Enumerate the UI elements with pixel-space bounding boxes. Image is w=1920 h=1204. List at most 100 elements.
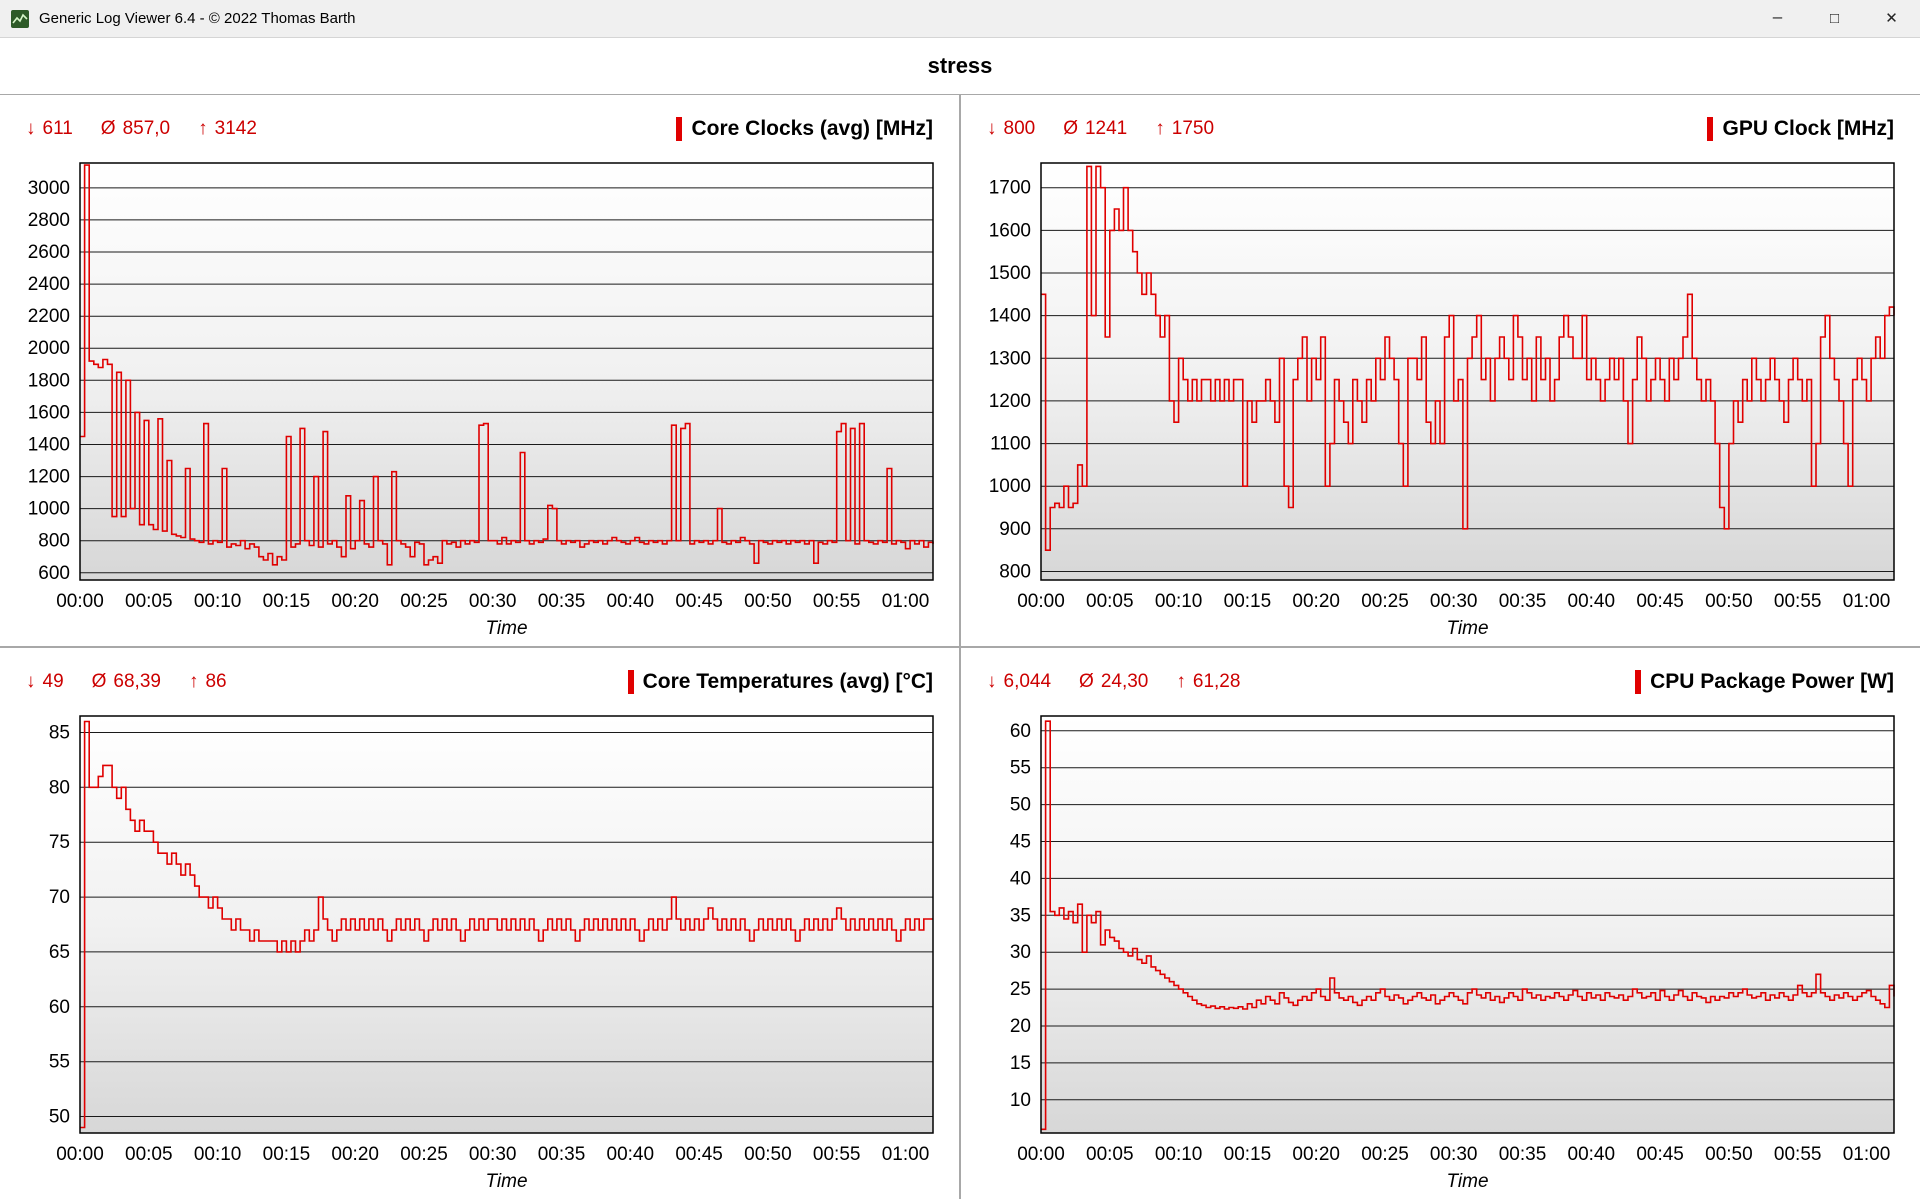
svg-text:10: 10 [1010,1090,1031,1111]
svg-text:2000: 2000 [28,338,70,359]
stat-min: ↓ 49 [26,671,64,693]
svg-text:00:55: 00:55 [1774,591,1822,612]
svg-text:00:40: 00:40 [607,1144,655,1165]
svg-text:00:15: 00:15 [1224,591,1272,612]
chart-title: GPU Clock [MHz] [1722,117,1894,140]
stat-avg-value: 1241 [1084,118,1128,139]
maximize-button[interactable]: □ [1806,0,1863,37]
svg-text:00:30: 00:30 [469,1144,517,1165]
svg-text:00:40: 00:40 [607,591,655,612]
svg-text:800: 800 [999,562,1031,583]
chart-stats: ↓ 6,044 Ø 24,30 ↑ 61,28 [987,671,1240,693]
svg-text:Time: Time [1446,618,1488,639]
svg-text:600: 600 [38,563,70,584]
chart-plot-cpu-package-power[interactable]: 10 15 20 25 30 35 40 45 50 55 60 00:00 00:05 00:10 00:… [961,702,1920,1199]
window-title: Generic Log Viewer 6.4 - © 2022 Thomas B… [39,10,356,27]
stat-max-value: 61,28 [1192,671,1241,692]
svg-text:00:30: 00:30 [1430,591,1478,612]
panel-head: ↓ 800 Ø 1241 ↑ 1750 GPU Clock [MHz] [961,109,1920,149]
stat-avg-value: 857,0 [122,118,171,139]
stat-max: ↑ 1750 [1155,118,1214,140]
svg-text:00:10: 00:10 [194,591,242,612]
svg-text:1000: 1000 [28,499,70,520]
max-arrow-icon: ↑ [188,671,199,692]
stat-min-value: 800 [1003,118,1036,139]
stat-max-value: 86 [205,671,227,692]
minimize-button[interactable]: – [1749,0,1806,37]
series-color-marker [676,117,683,141]
svg-text:800: 800 [38,531,70,552]
svg-text:00:35: 00:35 [538,591,586,612]
stat-max: ↑ 61,28 [1176,671,1240,693]
svg-text:55: 55 [49,1052,70,1073]
svg-text:00:15: 00:15 [1224,1144,1272,1165]
svg-text:00:30: 00:30 [1430,1144,1478,1165]
svg-text:00:15: 00:15 [263,1144,311,1165]
stat-min-value: 49 [42,671,64,692]
chart-legend: GPU Clock [MHz] [1707,117,1894,141]
svg-text:00:40: 00:40 [1568,591,1616,612]
avg-icon: Ø [100,118,116,139]
svg-text:00:10: 00:10 [1155,1144,1203,1165]
chart-plot-core-temperatures[interactable]: 50 55 60 65 70 75 80 85 00:00 00:05 00:10 00:15 00:2… [0,702,959,1199]
svg-text:Time: Time [1446,1171,1488,1192]
svg-text:1300: 1300 [989,348,1031,369]
chart-panel-gpu-clock: ↓ 800 Ø 1241 ↑ 1750 GPU Clock [MHz] 800 900 1… [961,95,1920,646]
svg-text:1200: 1200 [989,391,1031,412]
avg-icon: Ø [91,671,107,692]
stat-avg-value: 68,39 [113,671,161,692]
svg-text:15: 15 [1010,1053,1031,1074]
stat-avg: Ø 24,30 [1079,671,1148,693]
stat-max-value: 1750 [1171,118,1215,139]
svg-text:35: 35 [1010,905,1031,926]
svg-text:00:20: 00:20 [331,1144,379,1165]
min-arrow-icon: ↓ [987,118,997,139]
series-color-marker [1707,117,1714,141]
max-arrow-icon: ↑ [1176,671,1186,692]
chart-legend: Core Clocks (avg) [MHz] [676,117,933,141]
svg-text:45: 45 [1010,832,1031,853]
stat-min-value: 611 [42,118,73,139]
caption-buttons: – □ ✕ [1749,0,1920,37]
svg-text:1000: 1000 [989,476,1031,497]
svg-text:80: 80 [49,777,70,798]
svg-text:00:45: 00:45 [675,591,723,612]
stat-max: ↑ 3142 [198,118,257,140]
chart-title: CPU Package Power [W] [1650,670,1894,693]
svg-text:00:45: 00:45 [675,1144,723,1165]
avg-icon: Ø [1079,671,1094,692]
chart-title: Core Clocks (avg) [MHz] [691,117,933,140]
close-button[interactable]: ✕ [1863,0,1920,37]
chart-legend: CPU Package Power [W] [1635,670,1894,694]
max-arrow-icon: ↑ [198,118,208,139]
svg-text:1100: 1100 [990,434,1031,455]
svg-text:00:25: 00:25 [400,591,448,612]
svg-text:00:25: 00:25 [400,1144,448,1165]
svg-text:2800: 2800 [28,210,70,231]
chart-stats: ↓ 800 Ø 1241 ↑ 1750 [987,118,1214,140]
svg-text:00:35: 00:35 [1499,1144,1547,1165]
titlebar: Generic Log Viewer 6.4 - © 2022 Thomas B… [0,0,1920,38]
svg-text:00:20: 00:20 [1292,591,1340,612]
svg-text:55: 55 [1010,758,1031,779]
chart-legend: Core Temperatures (avg) [°C] [627,670,933,694]
svg-text:01:00: 01:00 [1843,1144,1891,1165]
svg-text:00:50: 00:50 [744,591,792,612]
svg-text:00:10: 00:10 [194,1144,242,1165]
svg-text:00:50: 00:50 [1705,1144,1753,1165]
svg-text:1400: 1400 [28,435,70,456]
chart-plot-gpu-clock[interactable]: 800 900 1000 1100 1200 1300 1400 1500 1600 1700 00… [961,149,1920,646]
chart-stats: ↓ 49 Ø 68,39 ↑ 86 [26,671,227,693]
svg-text:1200: 1200 [28,467,70,488]
stat-avg: Ø 68,39 [92,671,161,693]
chart-plot-core-clocks[interactable]: 600 800 1000 1200 1400 1600 1800 2000 2200 2400 26… [0,149,959,646]
panel-head: ↓ 49 Ø 68,39 ↑ 86 Core Temperatures (avg) [… [0,662,959,702]
svg-text:00:00: 00:00 [1017,591,1065,612]
svg-text:00:45: 00:45 [1636,591,1684,612]
series-color-marker [627,670,634,694]
svg-text:1600: 1600 [28,402,70,423]
svg-text:50: 50 [1010,795,1031,816]
svg-text:60: 60 [1010,721,1031,742]
svg-text:Time: Time [485,1171,527,1192]
stat-min: ↓ 611 [26,118,73,140]
